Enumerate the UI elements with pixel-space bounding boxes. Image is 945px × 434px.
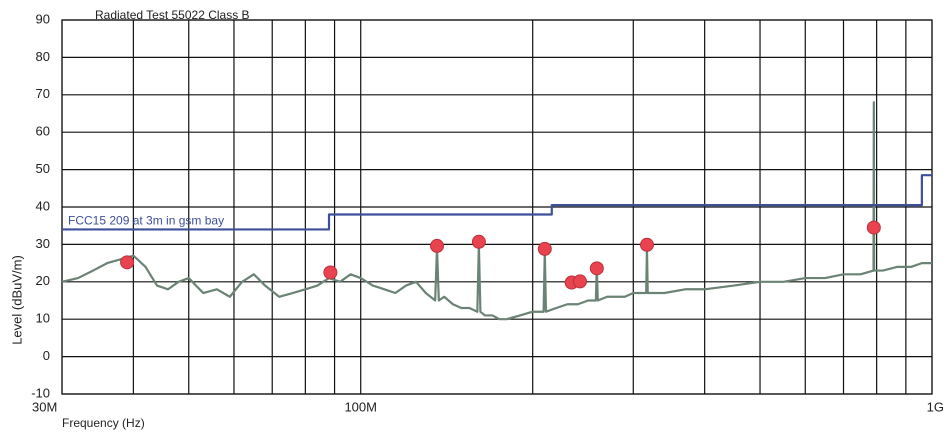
- peak-marker: [120, 255, 135, 270]
- y-axis-label: Level (dBuV/m): [9, 255, 24, 345]
- peak-marker: [589, 261, 604, 276]
- limit-label: FCC15 209 at 3m in gsm bay: [68, 214, 224, 228]
- peak-marker: [430, 238, 445, 253]
- peak-marker: [572, 274, 587, 289]
- y-tick-label: 70: [36, 86, 50, 101]
- peak-marker: [471, 234, 486, 249]
- y-tick-label: 20: [36, 273, 50, 288]
- x-tick-label: 1G: [927, 399, 944, 414]
- y-tick-label: 90: [36, 11, 50, 26]
- peak-marker: [323, 265, 338, 280]
- peak-marker: [866, 220, 881, 235]
- y-tick-label: 40: [36, 198, 50, 213]
- x-axis-label: Frequency (Hz): [62, 416, 145, 430]
- x-tick-label: 100M: [344, 399, 377, 414]
- x-tick-label: 30M: [32, 399, 57, 414]
- trace-line: [61, 101, 932, 321]
- peak-marker: [537, 241, 552, 256]
- chart-title: Radiated Test 55022 Class B: [95, 8, 250, 22]
- y-tick-label: 60: [36, 124, 50, 139]
- y-tick-label: -10: [31, 385, 50, 400]
- peak-marker: [639, 237, 654, 252]
- y-tick-label: 50: [36, 161, 50, 176]
- y-tick-label: 10: [36, 311, 50, 326]
- y-tick-label: 80: [36, 49, 50, 64]
- limit-line: [62, 174, 932, 231]
- y-tick-label: 0: [43, 348, 50, 363]
- y-tick-label: 30: [36, 236, 50, 251]
